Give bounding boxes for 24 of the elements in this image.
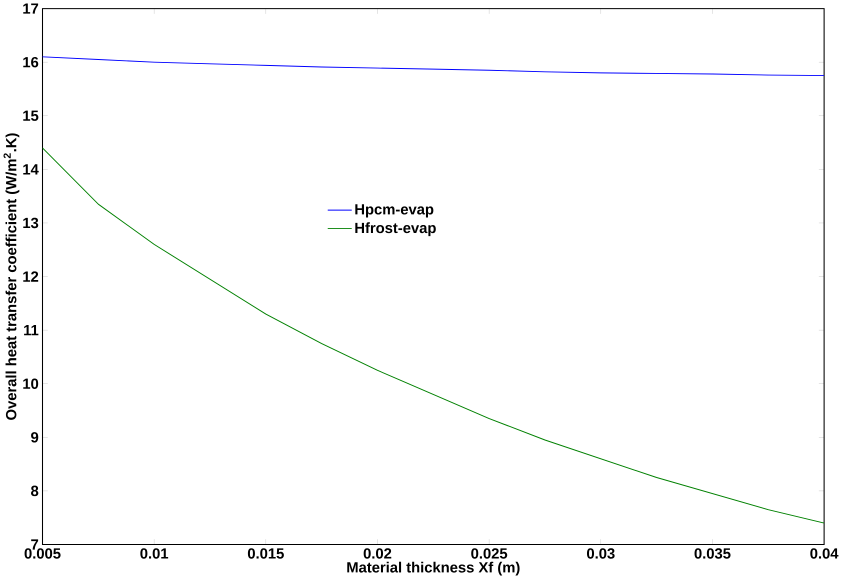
x-tick-label: 0.04 — [810, 548, 838, 559]
line-series — [42, 56, 824, 76]
y-tick-label: 12 — [23, 271, 38, 282]
y-tick-label: 14 — [23, 164, 39, 174]
y-tick-label: 13 — [23, 218, 38, 228]
x-tick-label: 0.02 — [364, 548, 392, 559]
x-tick-label: 0.03 — [587, 548, 615, 559]
x-tick-label: 0.035 — [694, 548, 731, 559]
x-tick-label: 0.005 — [24, 548, 61, 559]
y-tick-label: 10 — [23, 378, 38, 389]
y-tick-label: 17 — [23, 4, 38, 14]
y-axis-title: Overall heat transfer coefficient (W/m$^{2}$.K) — [4, 133, 20, 420]
legend-label: Hfrost-evap — [355, 222, 436, 236]
y-tick-label: 15 — [23, 110, 38, 121]
legend-label: Hpcm-evap — [355, 204, 434, 218]
y-tick-label: 8 — [31, 486, 38, 496]
x-tick-label: 0.01 — [140, 548, 168, 559]
x-tick-label: 0.025 — [471, 548, 508, 559]
y-tick-label: 9 — [31, 432, 38, 443]
y-tick-label: 7 — [31, 539, 38, 550]
y-tick-label: 11 — [24, 325, 38, 336]
x-axis-title: Material thickness Xf (m) — [347, 562, 520, 576]
y-tick-label: 16 — [23, 56, 38, 68]
x-tick-label: 0.015 — [248, 548, 284, 559]
